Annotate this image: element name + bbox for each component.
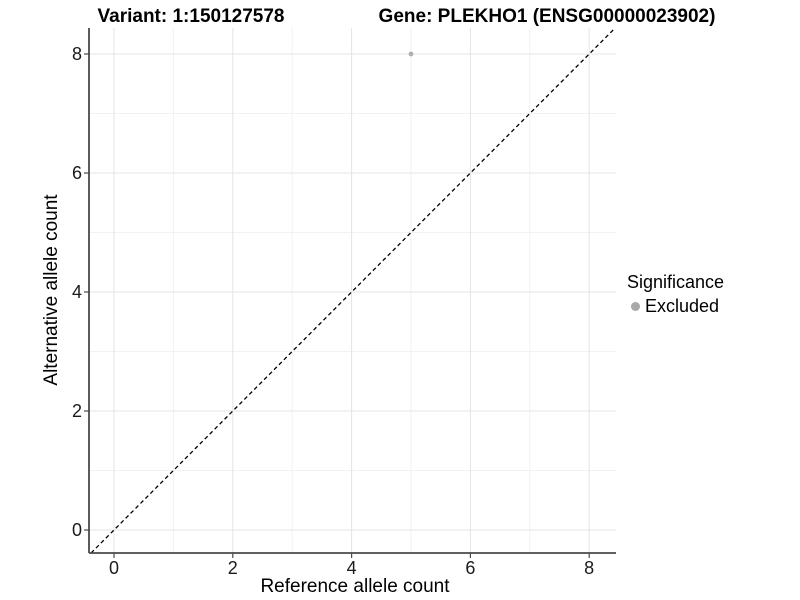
y-tick-label: 0	[71, 520, 82, 540]
x-tick-label: 4	[346, 558, 357, 578]
y-tick-label: 8	[71, 44, 82, 64]
x-tick-label: 8	[584, 558, 595, 578]
legend-item-label: Excluded	[645, 296, 720, 316]
y-axis-title: Alternative allele count	[41, 194, 62, 386]
legend: Significance Excluded	[627, 272, 724, 317]
y-tick-label: 4	[71, 282, 82, 302]
data-point-excluded	[408, 51, 414, 57]
y-tick-label: 2	[71, 401, 82, 421]
excluded-point-icon	[631, 302, 640, 311]
x-axis-title: Reference allele count	[260, 576, 450, 597]
gene-title: Gene: PLEKHO1 (ENSG00000023902)	[378, 6, 716, 27]
x-tick-label: 2	[227, 558, 238, 578]
x-tick-label: 6	[465, 558, 476, 578]
legend-title: Significance	[627, 272, 725, 292]
legend-item-excluded: Excluded	[627, 296, 724, 317]
variant-title: Variant: 1:150127578	[97, 6, 285, 27]
y-tick-label: 6	[71, 163, 82, 183]
x-tick-label: 0	[108, 558, 120, 578]
